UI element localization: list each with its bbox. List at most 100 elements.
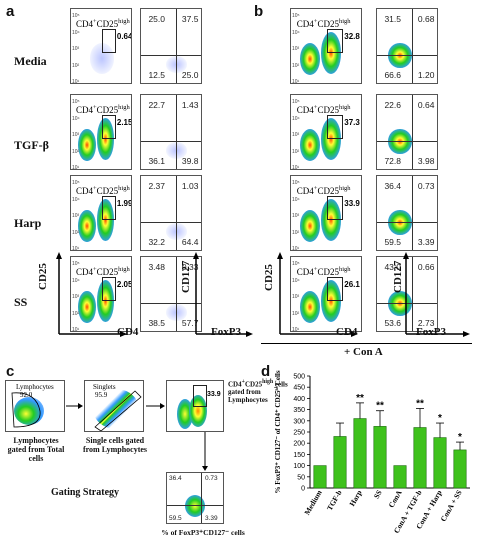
panel-b-quadrant-ll-2: 72.8 bbox=[384, 155, 401, 166]
gating-plot2-caption: Single cells gated from Lymphocytes bbox=[82, 436, 148, 454]
x-category-label: SS bbox=[372, 489, 384, 501]
x-category-label: ConA bbox=[387, 488, 404, 509]
panel-a-gate-plot-2: CD4+CD25high 2.15 10⁵ 10⁴ 10³ 10² 10¹ bbox=[70, 94, 132, 170]
y-tick-label: 350 bbox=[293, 407, 305, 414]
panel-a-gate-label-1: CD4+CD25high bbox=[75, 18, 130, 30]
panel-a-gate-label-3: CD4+CD25high bbox=[75, 185, 130, 197]
tick-label: 10³ bbox=[72, 294, 80, 300]
gating-arrows bbox=[66, 403, 208, 471]
gating-plot1-caption: Lymphocytes gated from Total cells bbox=[7, 436, 65, 463]
panel-a-quadrant-lr-3: 64.4 bbox=[181, 236, 199, 247]
tick-label: 10¹ bbox=[72, 165, 80, 170]
tick-label: 10³ bbox=[72, 46, 80, 52]
bar bbox=[393, 465, 407, 489]
gating-plot4-lr: 3.39 bbox=[205, 515, 218, 522]
panel-a-quadrant-ll-4: 38.5 bbox=[148, 317, 165, 328]
panel-b-gate-label-4: CD4+CD25high bbox=[296, 266, 351, 278]
tick-label: 10⁴ bbox=[72, 115, 80, 122]
panel-a-quadrant-ul-1: 25.0 bbox=[148, 13, 165, 24]
gating-plot2-gate-label: Singlets bbox=[93, 383, 116, 391]
tick-label: 10² bbox=[292, 148, 300, 155]
panel-a-gate-value-4: 2.05 bbox=[116, 279, 132, 289]
panel-b-quadrant-lr-3: 3.39 bbox=[417, 236, 435, 247]
significance-marker: ** bbox=[376, 401, 384, 412]
panel-b-quadrant-lr-2: 3.98 bbox=[417, 155, 435, 166]
panel-b-quadrant-ll-1: 66.6 bbox=[384, 69, 401, 80]
tick-label: 10⁴ bbox=[72, 196, 80, 203]
panel-a-quadrant-plot-3: 2.37 1.03 32.2 64.4 bbox=[140, 175, 202, 251]
significance-marker: ** bbox=[416, 398, 424, 409]
panel-a-gate-plot-4: CD4+CD25high 2.05 10⁵ 10⁴ 10³ 10² 10¹ bbox=[70, 256, 132, 332]
tick-label: 10¹ bbox=[72, 327, 80, 332]
tick-label: 10² bbox=[292, 229, 300, 236]
tick-label: 10¹ bbox=[72, 79, 80, 84]
panel-a-yaxis2-label: CD127 bbox=[180, 260, 192, 293]
tick-label: 10⁵ bbox=[292, 261, 300, 267]
row-label-harp: Harp bbox=[14, 216, 42, 230]
panel-b-xaxis1-label: CD4 bbox=[336, 326, 358, 338]
tick-label: 10³ bbox=[292, 132, 300, 138]
panel-a-xaxis1-label: CD4 bbox=[117, 326, 139, 338]
bar bbox=[333, 436, 347, 489]
panel-a-quadrant-ul-4: 3.48 bbox=[148, 261, 165, 272]
panel-b-gate-value-1: 32.8 bbox=[344, 31, 360, 41]
panel-a-quadrant-ur-3: 1.03 bbox=[181, 180, 199, 191]
tick-label: 10⁵ bbox=[72, 180, 80, 186]
y-tick-label: 450 bbox=[293, 385, 305, 392]
gating-plot2-value: 95.9 bbox=[95, 391, 108, 399]
gating-plot4-ur: 0.73 bbox=[205, 475, 218, 482]
panel-letter-a: a bbox=[6, 3, 15, 20]
tick-label: 10³ bbox=[72, 213, 80, 219]
tick-label: 10⁵ bbox=[72, 13, 80, 19]
panel-letter-c: c bbox=[6, 363, 15, 380]
panel-b-yaxis2-label: CD127 bbox=[392, 260, 404, 293]
panel-b-quadrant-plot-1: 31.5 0.68 66.6 1.20 bbox=[376, 8, 438, 84]
bar bbox=[433, 437, 447, 489]
panel-b-quadrant-ur-4: 0.66 bbox=[417, 261, 435, 272]
tick-label: 10¹ bbox=[292, 165, 300, 170]
tick-label: 10³ bbox=[292, 46, 300, 52]
panel-b-gate-value-2: 37.3 bbox=[344, 117, 360, 127]
panel-b-gate-label-1: CD4+CD25high bbox=[296, 18, 351, 30]
panel-a-quadrant-ul-2: 22.7 bbox=[148, 99, 165, 110]
bar bbox=[413, 427, 427, 489]
panel-a-gate-label-2: CD4+CD25high bbox=[75, 104, 130, 116]
tick-label: 10² bbox=[72, 229, 80, 236]
bar bbox=[313, 465, 327, 489]
gating-plot-lymphocytes: Lymphocytes 92.0 bbox=[5, 380, 65, 432]
tick-label: 10⁵ bbox=[292, 99, 300, 105]
gating-plot4-ll: 59.5 bbox=[169, 515, 182, 522]
y-tick-label: 500 bbox=[293, 374, 305, 381]
panel-b-quadrant-lr-1: 1.20 bbox=[417, 69, 435, 80]
tick-label: 10⁴ bbox=[72, 29, 80, 36]
gating-plot3-value: 33.9 bbox=[207, 391, 221, 398]
panel-letter-d: d bbox=[261, 363, 271, 380]
panel-letter-b: b bbox=[254, 3, 264, 20]
panel-a-quadrant-ul-3: 2.37 bbox=[148, 180, 165, 191]
bar-chart: 0 50 100 150 200 250 300 350 400 450 500 Medium TGF-… bbox=[273, 370, 470, 535]
bar bbox=[353, 418, 367, 489]
tick-label: 10² bbox=[72, 148, 80, 155]
panel-b-quadrant-plot-3: 36.4 0.73 59.5 3.39 bbox=[376, 175, 438, 251]
tick-label: 10⁵ bbox=[292, 180, 300, 186]
panel-b-gate-value-3: 33.9 bbox=[344, 198, 360, 208]
y-tick-label: 50 bbox=[297, 474, 305, 481]
gating-plot-singlets: Singlets 95.9 bbox=[84, 380, 144, 432]
panel-a-gate-plot-3: CD4+CD25high 1.99 10⁵ 10⁴ 10³ 10² 10¹ bbox=[70, 175, 132, 251]
panel-b-footer: + Con A bbox=[344, 346, 383, 358]
panel-a-gate-plot-1: CD4+CD25high 0.64 10⁵ 10⁴ 10³ 10² 10¹ bbox=[70, 8, 132, 84]
panel-b-gate-value-4: 26.1 bbox=[344, 279, 360, 289]
tick-label: 10⁵ bbox=[72, 261, 80, 267]
panel-a-gate-value-1: 0.64 bbox=[116, 31, 132, 41]
y-tick-label: 400 bbox=[293, 396, 305, 403]
panel-b-gate-label-3: CD4+CD25high bbox=[296, 185, 351, 197]
tick-label: 10² bbox=[72, 62, 80, 69]
panel-a-quadrant-plot-2: 22.7 1.43 36.1 39.8 bbox=[140, 94, 202, 170]
panel-b-footer-line bbox=[261, 343, 472, 344]
tick-label: 10² bbox=[292, 310, 300, 317]
panel-a-quadrant-ur-1: 37.5 bbox=[181, 13, 199, 24]
y-tick-label: 300 bbox=[293, 418, 305, 425]
panel-b-xaxis2-label: FoxP3 bbox=[416, 326, 446, 338]
panel-b-quadrant-ul-4: 43.0 bbox=[384, 261, 401, 272]
panel-b-gate-label-2: CD4+CD25high bbox=[296, 104, 351, 116]
